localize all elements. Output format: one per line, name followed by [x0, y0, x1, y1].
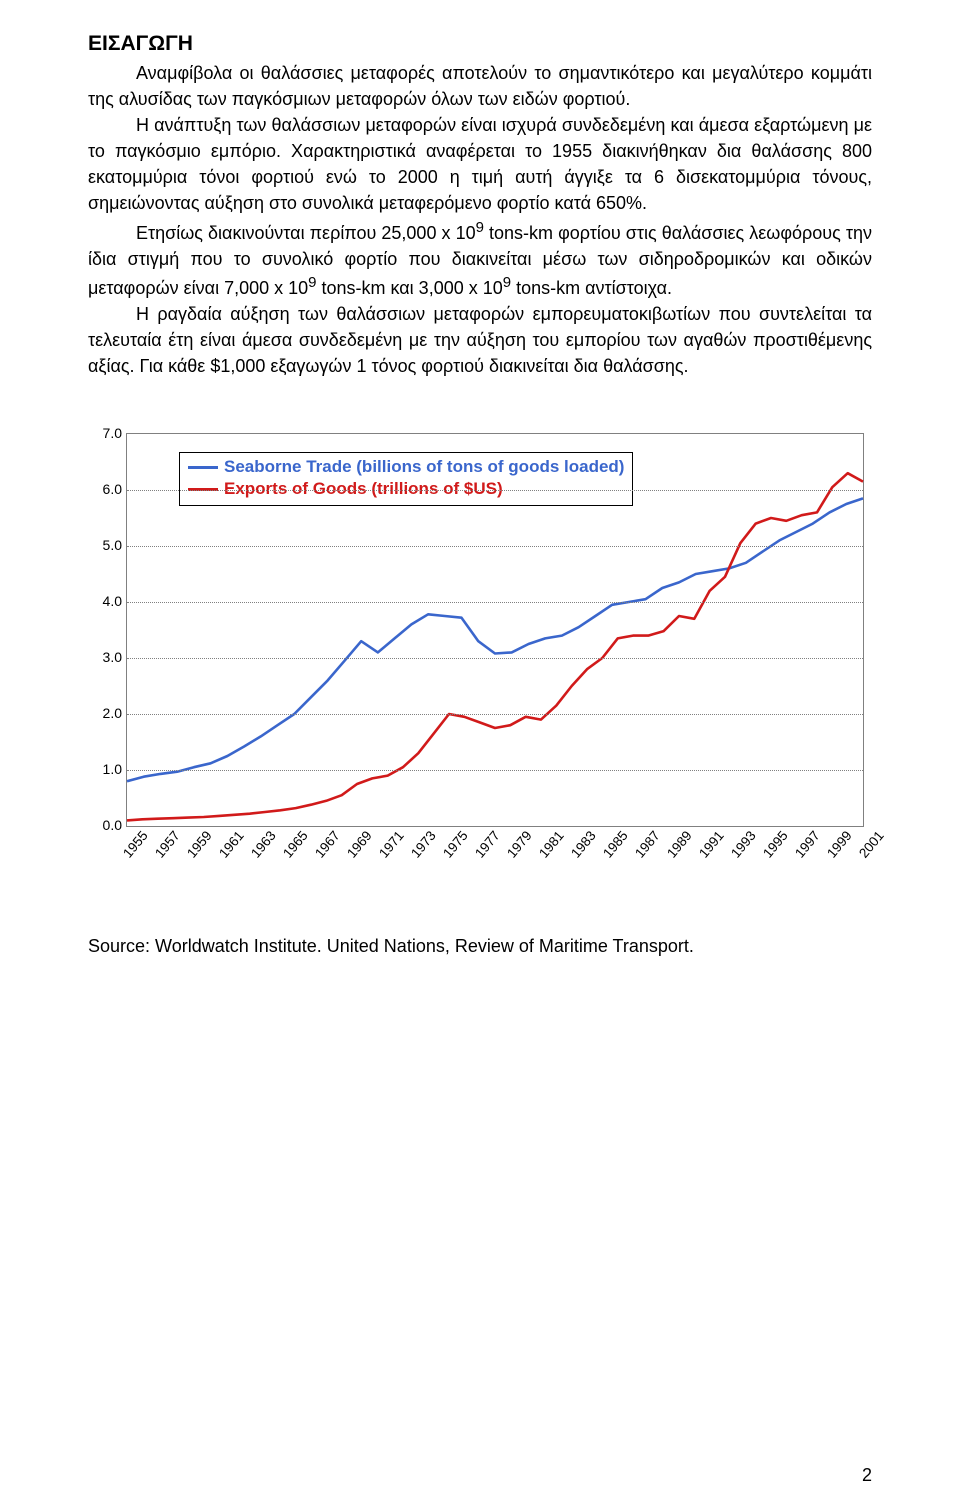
x-tick-label: 1959: [184, 828, 215, 861]
legend-label: Exports of Goods (trillions of $US): [224, 479, 503, 499]
x-tick-label: 1971: [376, 828, 407, 861]
x-tick-label: 1995: [760, 828, 791, 861]
page-number: 2: [862, 1465, 872, 1486]
x-tick-label: 1997: [792, 828, 823, 861]
x-tick-label: 1975: [440, 828, 471, 861]
paragraph-3: Ετησίως διακινούνται περίπου 25,000 x 10…: [88, 217, 872, 301]
plot-area: Seaborne Trade (billions of tons of good…: [126, 433, 864, 827]
gridline: [127, 546, 863, 547]
p3-sup1: 9: [476, 219, 484, 236]
y-tick-label: 5.0: [88, 537, 122, 553]
x-tick-label: 1993: [728, 828, 759, 861]
y-tick-label: 7.0: [88, 425, 122, 441]
x-tick-label: 1985: [600, 828, 631, 861]
chart-source: Source: Worldwatch Institute. United Nat…: [88, 936, 872, 957]
y-tick-label: 4.0: [88, 593, 122, 609]
x-tick-label: 1989: [664, 828, 695, 861]
x-tick-label: 2001: [856, 828, 887, 861]
paragraph-2: Η ανάπτυξη των θαλάσσιων μεταφορών είναι…: [88, 112, 872, 216]
chart-legend: Seaborne Trade (billions of tons of good…: [179, 452, 633, 506]
x-tick-label: 1957: [152, 828, 183, 861]
y-tick-label: 6.0: [88, 481, 122, 497]
series-line: [127, 499, 863, 782]
p3-end: tons-km αντίστοιχα.: [511, 278, 672, 298]
x-tick-label: 1977: [472, 828, 503, 861]
x-tick-label: 1961: [216, 828, 247, 861]
x-tick-label: 1955: [120, 828, 151, 861]
x-tick-label: 1967: [312, 828, 343, 861]
p3-sup3: 9: [503, 274, 511, 291]
gridline: [127, 658, 863, 659]
x-tick-label: 1979: [504, 828, 535, 861]
paragraph-4: Η ραγδαία αύξηση των θαλάσσιων μεταφορών…: [88, 301, 872, 379]
x-tick-label: 1981: [536, 828, 567, 861]
x-tick-label: 1963: [248, 828, 279, 861]
y-tick-label: 1.0: [88, 761, 122, 777]
legend-row: Seaborne Trade (billions of tons of good…: [188, 456, 624, 478]
p3-pre: Ετησίως διακινούνται περίπου 25,000 x 10: [136, 223, 476, 243]
x-tick-label: 1983: [568, 828, 599, 861]
gridline: [127, 714, 863, 715]
legend-swatch: [188, 466, 218, 469]
gridline: [127, 602, 863, 603]
paragraph-1: Αναμφίβολα οι θαλάσσιες μεταφορές αποτελ…: [88, 60, 872, 112]
legend-label: Seaborne Trade (billions of tons of good…: [224, 457, 624, 477]
y-tick-label: 0.0: [88, 817, 122, 833]
x-tick-label: 1973: [408, 828, 439, 861]
x-tick-label: 1987: [632, 828, 663, 861]
x-tick-label: 1969: [344, 828, 375, 861]
gridline: [127, 490, 863, 491]
p3-mid2: tons-km και 3,000 x 10: [316, 278, 502, 298]
page-heading: ΕΙΣΑΓΩΓΗ: [88, 32, 872, 56]
x-tick-label: 1999: [824, 828, 855, 861]
legend-row: Exports of Goods (trillions of $US): [188, 478, 624, 500]
x-tick-label: 1991: [696, 828, 727, 861]
series-line: [127, 473, 863, 820]
trade-exports-chart: 0.0 1.0 2.0 3.0 4.0 5.0 6.0 7.0 Seaborne Trade …: [88, 425, 868, 880]
y-tick-label: 3.0: [88, 649, 122, 665]
gridline: [127, 770, 863, 771]
y-tick-label: 2.0: [88, 705, 122, 721]
x-tick-label: 1965: [280, 828, 311, 861]
